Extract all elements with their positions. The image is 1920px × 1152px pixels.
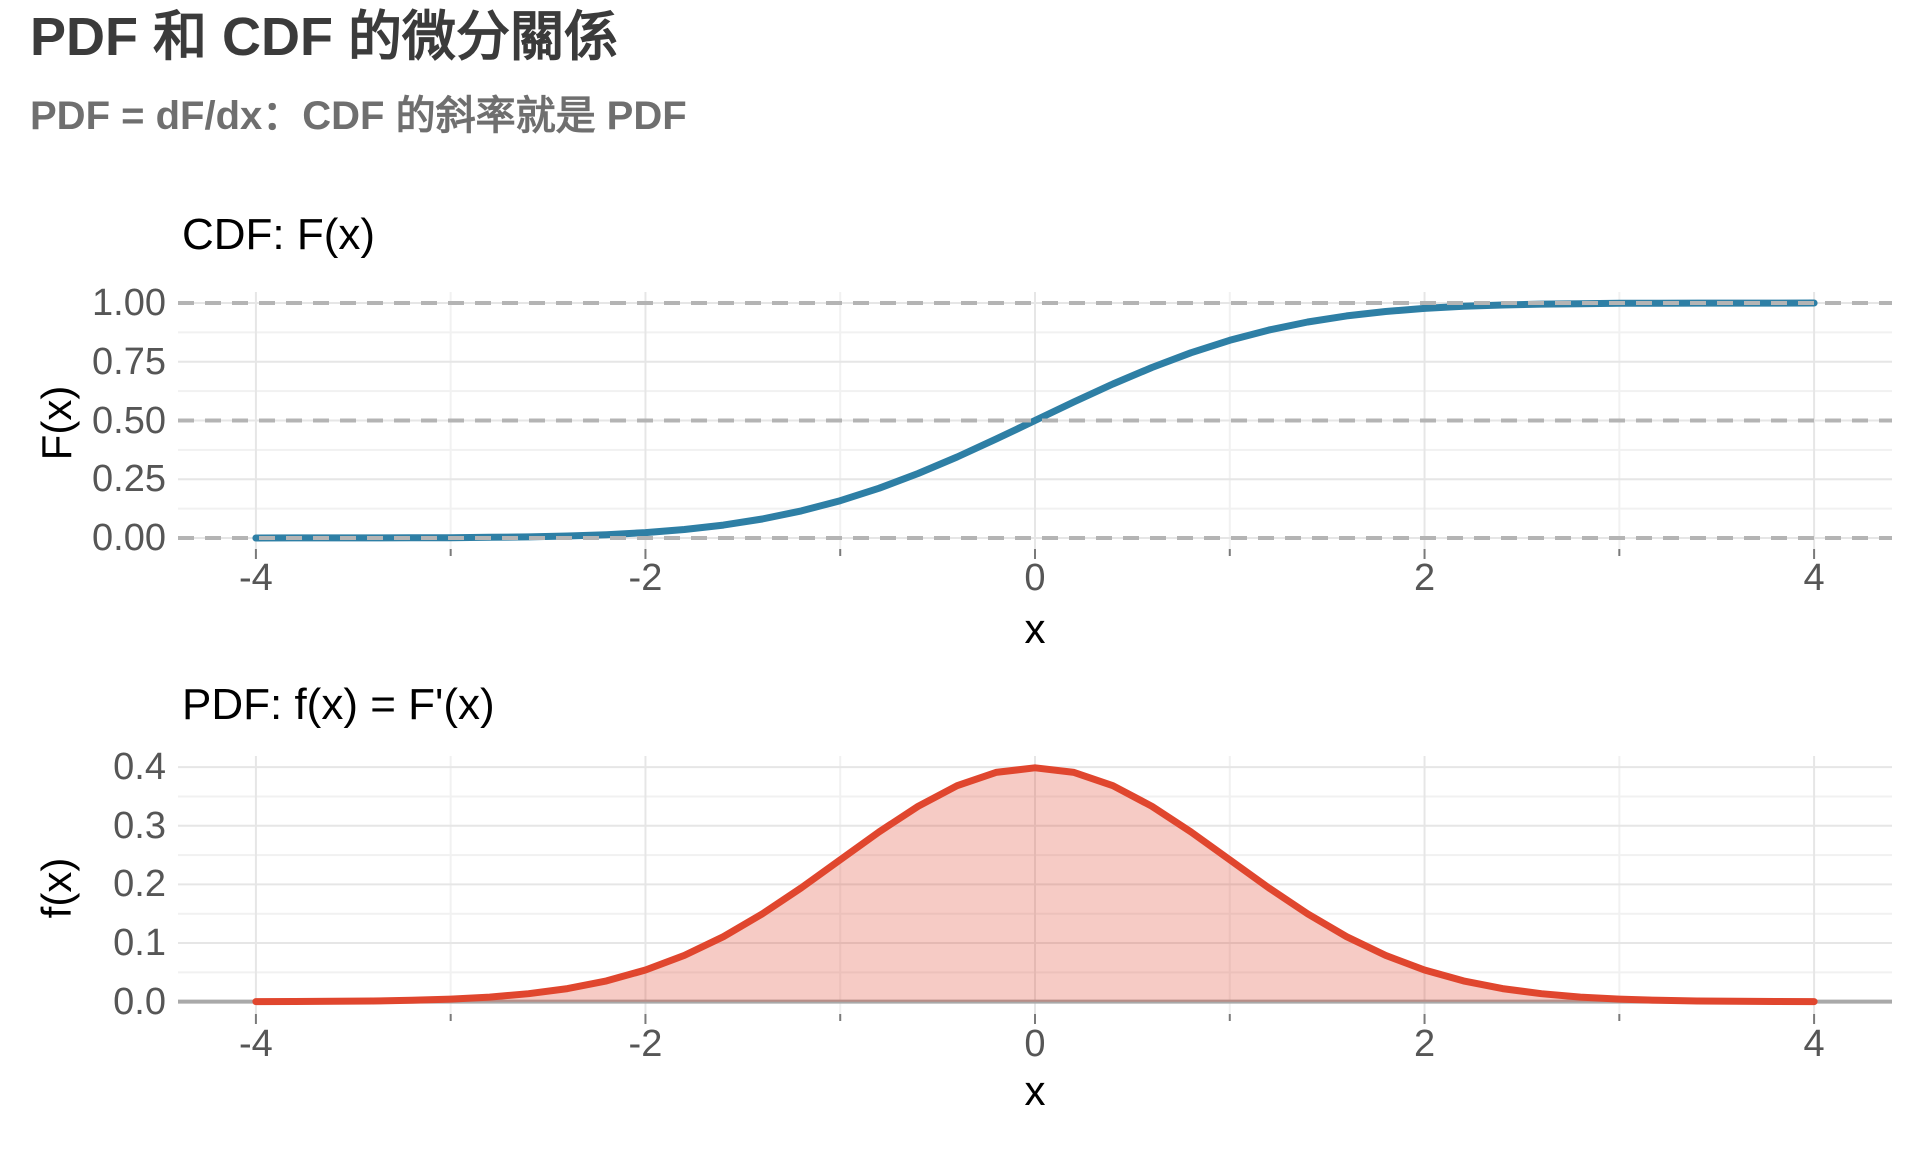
pdf-x-tick-label: -4	[239, 1023, 273, 1065]
pdf-y-tick-label: 0.2	[113, 863, 166, 906]
cdf-x-tick-label: 0	[1024, 557, 1046, 599]
cdf-x-tick-label: 4	[1803, 557, 1825, 599]
pdf-x-axis-label: x	[1024, 1067, 1046, 1114]
pdf-area-fill	[255, 767, 1815, 1002]
pdf-panel-title: PDF: f(x) = F'(x)	[182, 680, 495, 729]
pdf-plot-area	[178, 756, 1892, 1024]
cdf-panel-title: CDF: F(x)	[182, 210, 376, 259]
cdf-x-tick-label: -4	[239, 557, 273, 599]
cdf-y-tick-label: 1.00	[92, 282, 166, 325]
pdf-x-tick-label: -2	[628, 1023, 663, 1065]
pdf-y-tick-label: 0.3	[113, 804, 166, 847]
pdf-y-tick-label: 0.1	[113, 922, 166, 965]
cdf-y-tick-label: 0.25	[92, 458, 166, 501]
cdf-y-tick-label: 0.75	[92, 340, 166, 383]
cdf-x-tick-label: -2	[628, 557, 663, 599]
figure-title: PDF 和 CDF 的微分關係	[30, 7, 618, 67]
pdf-y-tick-label: 0.4	[113, 746, 166, 789]
pdf-x-tick-label: 2	[1413, 1023, 1436, 1065]
pdf-curve	[252, 764, 1818, 1006]
cdf-x-axis-label: x	[1024, 605, 1046, 652]
cdf-y-tick-label: 0.50	[92, 399, 166, 442]
pdf-x-tick-label: 0	[1024, 1023, 1046, 1065]
cdf-plot-area	[178, 292, 1892, 559]
pdf-x-tick-label: 4	[1803, 1023, 1825, 1065]
cdf-x-tick-label: 2	[1413, 557, 1436, 599]
cdf-y-tick-label: 0.00	[92, 516, 166, 559]
figure-subtitle: PDF = dF/dx：CDF 的斜率就是 PDF	[30, 94, 687, 138]
pdf-y-tick-label: 0.0	[113, 980, 166, 1023]
